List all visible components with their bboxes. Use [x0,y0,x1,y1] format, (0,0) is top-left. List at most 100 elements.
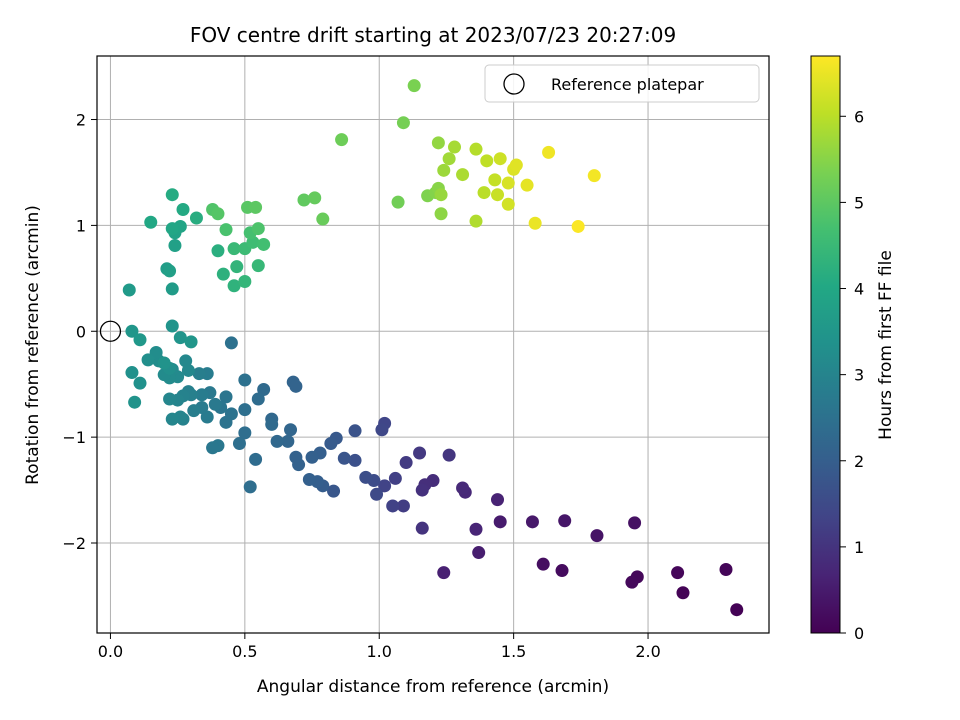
data-point [189,211,203,225]
data-point [625,575,639,589]
data-point [348,424,362,438]
data-point [200,410,214,424]
data-point [270,434,284,448]
data-point [719,562,733,576]
colorbar-tick-label: 1 [854,538,864,557]
data-point [230,260,244,274]
x-tick-label: 0.0 [98,642,123,661]
data-point [211,244,225,258]
data-point [407,79,421,93]
data-point [251,392,265,406]
data-point [558,514,572,528]
data-point [391,195,405,209]
data-point [173,331,187,345]
colorbar-ticks: 0 1 2 3 4 5 6 [840,107,864,643]
data-point [337,451,351,465]
data-point [302,472,316,486]
y-tick-label: 1 [76,216,86,235]
data-point [265,417,279,431]
data-point [165,222,179,236]
data-point [165,412,179,426]
y-tick-label: −1 [62,428,86,447]
data-point [251,259,265,273]
data-point [491,188,505,202]
y-axis-label: Rotation from reference (arcmin) [23,205,43,485]
data-point [456,481,470,495]
data-point [469,214,483,228]
data-point [520,178,534,192]
data-point [211,207,225,221]
legend-entry-label: Reference platepar [551,75,704,94]
colorbar-tick-label: 3 [854,366,864,385]
data-point [195,388,209,402]
data-point [219,223,233,237]
data-point [184,335,198,349]
y-tick-label: −2 [62,534,86,553]
data-point [257,382,271,396]
data-point [125,366,139,380]
data-point [501,176,515,190]
data-point [179,354,193,368]
reference-marker-group [99,320,122,342]
data-point [133,376,147,390]
data-point [555,564,569,578]
data-point [413,446,427,460]
data-point [133,333,147,347]
data-point [281,434,295,448]
data-point [386,499,400,513]
legend: Reference platepar [484,64,760,103]
data-point [165,319,179,333]
colorbar-tick-label: 4 [854,280,864,299]
data-point [456,168,470,182]
data-point [232,436,246,450]
data-point [480,154,494,168]
y-tick-label: 2 [76,111,86,130]
data-point [388,471,402,485]
y-axis-ticks: −2 −1 0 1 2 [62,111,97,553]
colorbar [810,55,841,634]
data-point [305,450,319,464]
plot-frame [96,55,770,634]
data-point [257,237,271,251]
data-point [477,186,491,200]
data-point [348,453,362,467]
data-point [238,426,252,440]
colorbar-tick-label: 0 [854,624,864,643]
legend-box [484,64,760,103]
x-axis-ticks: 0.0 0.5 1.0 1.5 2.0 [98,633,661,661]
data-point [469,522,483,536]
data-point [289,379,303,393]
data-point [249,200,263,214]
data-point [542,145,556,159]
data-point [206,441,220,455]
data-point [525,515,539,529]
data-point [442,448,456,462]
data-point [671,566,685,580]
data-point [434,207,448,221]
data-point [297,193,311,207]
data-point [437,163,451,177]
data-point [493,152,507,166]
data-point [370,487,384,501]
data-point [163,392,177,406]
data-point [249,452,263,466]
data-point [324,436,338,450]
scatter-points [122,79,744,617]
data-point [238,373,252,387]
data-point [122,283,136,297]
grid-lines [97,56,769,633]
data-point [488,173,502,187]
x-tick-label: 1.0 [367,642,392,661]
data-point [157,356,171,370]
data-point [308,191,322,205]
data-point [187,404,201,418]
data-point [176,203,190,217]
data-point [316,212,330,226]
data-point [375,423,389,437]
data-point [676,586,690,600]
data-point [227,242,241,256]
data-point [434,188,448,202]
colorbar-tick-label: 2 [854,452,864,471]
x-tick-label: 1.5 [501,642,526,661]
